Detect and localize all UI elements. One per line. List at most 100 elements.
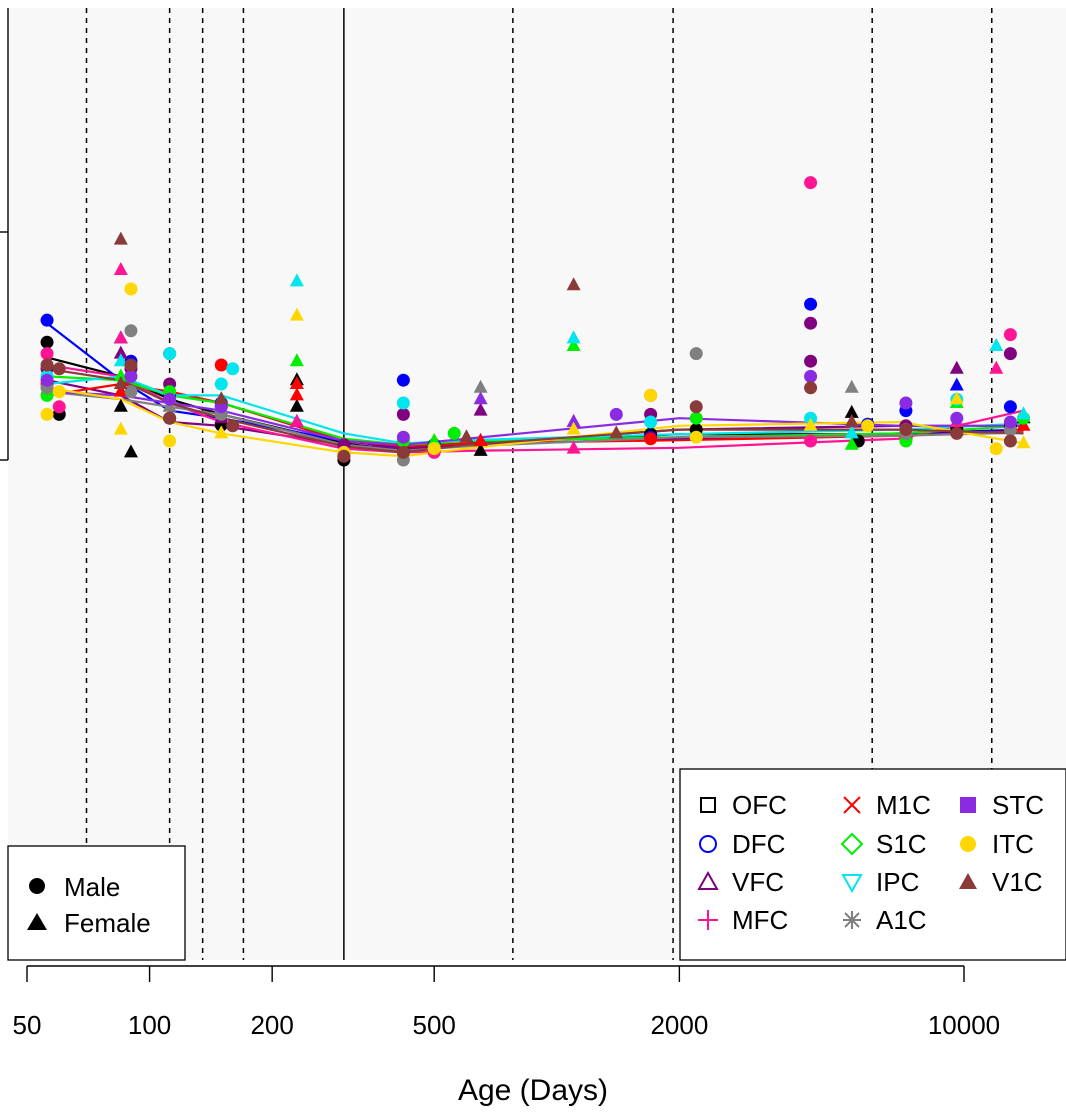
legend-a1c-marker [843, 911, 861, 929]
point-ofc-2 [113, 398, 128, 412]
point-itc-9 [566, 421, 581, 435]
point-m1c-8 [644, 432, 658, 446]
legend-female-marker [27, 913, 47, 930]
point-v1c-9 [396, 445, 410, 459]
point-v1c-1 [52, 362, 66, 376]
point-ipc-10 [844, 425, 859, 439]
point-s1c-9 [689, 411, 703, 425]
legend-m1c-label: M1C [876, 790, 931, 820]
point-a1c-2 [124, 385, 138, 399]
point-ofc-11 [473, 442, 488, 456]
point-mfc-9 [566, 440, 581, 454]
point-ipc-2 [163, 347, 177, 361]
point-itc-6 [289, 307, 304, 321]
point-stc-6 [566, 414, 581, 427]
point-ofc-15 [844, 404, 859, 418]
point-ipc-5 [289, 273, 304, 287]
point-stc-5 [473, 391, 488, 405]
point-itc-3 [124, 282, 138, 296]
legend-female-label: Female [64, 908, 151, 938]
point-a1c-8 [844, 379, 859, 393]
point-mfc-14 [989, 360, 1004, 374]
point-v1c-13 [689, 400, 703, 414]
point-vfc-7 [473, 402, 488, 416]
point-mfc-2 [113, 262, 128, 275]
point-s1c-7 [447, 426, 461, 440]
point-v1c-4 [124, 358, 138, 372]
point-ipc-6 [396, 396, 410, 410]
point-ofc-0 [40, 335, 54, 349]
point-ipc-14 [1016, 406, 1031, 420]
x-tick-label-500: 500 [413, 1010, 456, 1040]
point-dfc-10 [804, 297, 818, 311]
legend-s1c-label: S1C [876, 829, 927, 859]
legend-mfc-marker [698, 910, 718, 930]
point-itc-8 [427, 442, 441, 456]
point-itc-5 [214, 425, 229, 439]
x-axis: 50 100 200 500 2000 10000 Age (Days) [13, 965, 1000, 1107]
point-v1c-6 [214, 391, 229, 405]
point-itc-11 [689, 430, 703, 444]
point-stc-9 [804, 369, 818, 383]
point-itc-2 [113, 421, 128, 435]
point-v1c-14 [804, 381, 818, 395]
point-a1c-7 [689, 347, 703, 361]
legend-m1c-marker [843, 796, 861, 814]
line-vfc [46, 379, 1024, 450]
legend-regions: OFC DFC VFC MFC M1C S1C IPC A1C STC ITC V1C [679, 768, 1066, 961]
point-s1c-6 [427, 433, 442, 446]
legend-ofc-label: OFC [732, 790, 787, 820]
x-tick-label-10000: 10000 [928, 1010, 1000, 1040]
x-tick-label-2000: 2000 [650, 1010, 708, 1040]
legend-sex-box [7, 845, 186, 961]
point-v1c-2 [113, 231, 128, 245]
point-v1c-5 [163, 411, 177, 425]
point-s1c-8 [566, 338, 581, 351]
point-stc-2 [163, 392, 177, 406]
point-itc-1 [52, 385, 66, 399]
x-axis-ticks: 50 100 200 500 2000 10000 [13, 966, 1000, 1040]
point-m1c-3 [214, 358, 228, 372]
point-dfc-14 [1003, 400, 1017, 414]
point-s1c-1 [113, 368, 128, 382]
line-s1c [46, 375, 1024, 446]
point-stc-4 [396, 430, 410, 444]
legend-a1c-label: A1C [876, 905, 927, 935]
line-v1c [46, 367, 1024, 454]
legend-mfc-label: MFC [732, 905, 788, 935]
point-v1c-17 [950, 426, 964, 440]
point-vfc-6 [396, 407, 410, 421]
legend-dfc-marker [699, 835, 717, 853]
point-ofc-6 [289, 398, 304, 412]
point-vfc-1 [113, 345, 128, 359]
point-vfc-13 [949, 360, 964, 374]
point-ipc-13 [989, 338, 1004, 351]
point-dfc-13 [949, 377, 964, 391]
point-stc-12 [1003, 415, 1017, 429]
point-itc-13 [861, 419, 875, 433]
point-ipc-4 [226, 362, 240, 376]
point-stc-0 [40, 373, 54, 387]
point-mfc-3 [113, 330, 128, 344]
point-m1c-7 [473, 433, 488, 446]
point-ipc-8 [644, 415, 658, 429]
point-stc-1 [124, 369, 138, 383]
point-stc-10 [899, 396, 913, 410]
x-axis-label: Age (Days) [458, 1074, 608, 1107]
point-mfc-15 [1003, 328, 1017, 342]
x-tick-label-200: 200 [250, 1010, 293, 1040]
point-itc-12 [803, 417, 818, 431]
legend-ipc-marker [841, 874, 863, 894]
point-dfc-6 [396, 373, 410, 387]
line-a1c [46, 390, 1024, 453]
point-v1c-12 [609, 425, 624, 439]
legend-male-label: Male [64, 872, 120, 902]
point-ofc-3 [123, 444, 138, 458]
point-v1c-8 [337, 449, 351, 463]
legend-ofc-marker [700, 797, 716, 813]
point-v1c-15 [844, 414, 859, 427]
point-mfc-11 [804, 434, 818, 448]
point-mfc-0 [40, 347, 54, 361]
point-m1c-5 [289, 376, 304, 389]
point-stc-11 [950, 411, 964, 425]
